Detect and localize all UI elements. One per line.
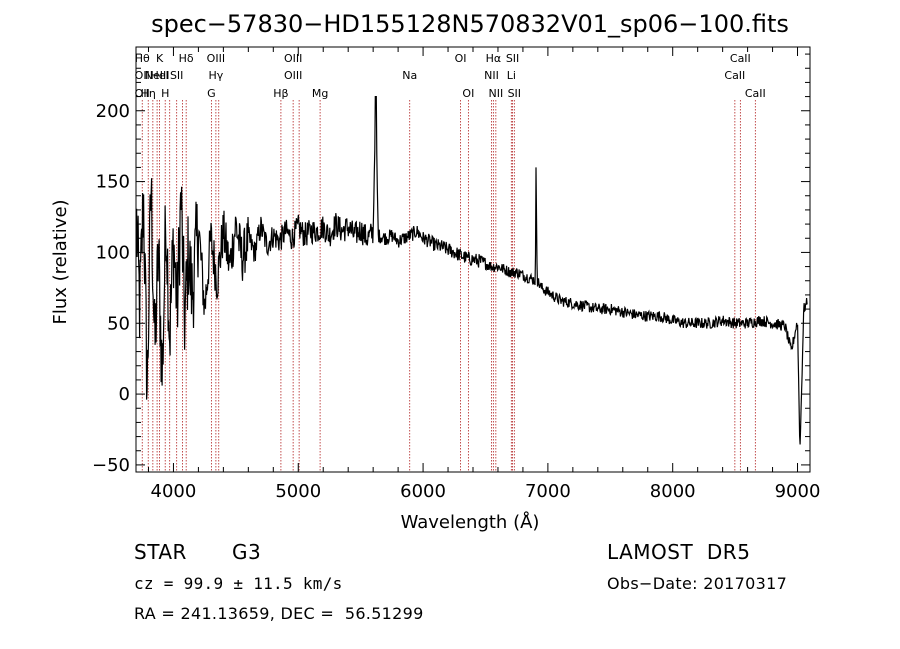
obs-date: Obs−Date: 20170317 bbox=[607, 574, 788, 593]
y-tick-label: 150 bbox=[96, 172, 130, 193]
line-marker-label: Na bbox=[402, 69, 417, 82]
x-tick-label: 6000 bbox=[400, 481, 446, 502]
redshift-text: cz = 99.9 ± 11.5 km/s bbox=[134, 574, 343, 593]
line-marker-label: K bbox=[156, 52, 164, 65]
line-marker-label: Hδ bbox=[179, 52, 194, 65]
axes: 4000 5000 6000 7000 8000 9000 −50 0 50 100 150 200 bbox=[92, 46, 821, 502]
x-tick-label: 4000 bbox=[151, 481, 197, 502]
line-marker-label: G bbox=[207, 87, 216, 100]
line-marker-label: HeI bbox=[150, 69, 168, 82]
line-marker-label: SII bbox=[508, 87, 521, 100]
line-marker-label: NII bbox=[484, 69, 499, 82]
line-marker-label: Hβ bbox=[273, 87, 288, 100]
line-marker-label: OIII bbox=[284, 69, 302, 82]
y-tick-label: 200 bbox=[96, 101, 130, 122]
x-tick-label: 9000 bbox=[775, 481, 821, 502]
line-marker-label: Mg bbox=[312, 87, 328, 100]
line-marker-label: OIII bbox=[284, 52, 302, 65]
x-tick-label: 7000 bbox=[525, 481, 571, 502]
line-marker-label: OIII bbox=[207, 52, 225, 65]
line-marker-label: OII bbox=[135, 69, 150, 82]
subclass: G3 bbox=[232, 540, 262, 564]
line-marker-label: Hη bbox=[141, 87, 156, 100]
line-marker-label: SII bbox=[170, 69, 183, 82]
y-axis-label: Flux (relative) bbox=[50, 199, 71, 324]
x-axis-label: Wavelength (Å) bbox=[401, 511, 540, 533]
line-marker-label: CaII bbox=[724, 69, 745, 82]
survey-label: LAMOST DR5 bbox=[607, 540, 751, 564]
line-marker-label: CaII bbox=[730, 52, 751, 65]
object-class: STAR bbox=[134, 540, 187, 564]
y-tick-label: 100 bbox=[96, 242, 130, 263]
line-marker-label: Hθ bbox=[135, 52, 150, 65]
line-marker-label: OI bbox=[462, 87, 474, 100]
line-marker-label: OI bbox=[455, 52, 467, 65]
y-tick-label: −50 bbox=[92, 455, 130, 476]
y-tick-label: 0 bbox=[119, 384, 130, 405]
x-tick-label: 8000 bbox=[650, 481, 696, 502]
line-marker-label: SII bbox=[506, 52, 519, 65]
line-marker-label: Hγ bbox=[208, 69, 223, 82]
coordinates: RA = 241.13659, DEC = 56.51299 bbox=[134, 604, 424, 623]
line-marker-label: Li bbox=[507, 69, 516, 82]
line-marker-label: NeIII bbox=[145, 69, 170, 82]
line-marker-label: Hα bbox=[486, 52, 502, 65]
chart-title: spec−57830−HD155128N570832V01_sp06−100.f… bbox=[151, 10, 789, 38]
x-tick-label: 5000 bbox=[275, 481, 321, 502]
line-marker-label: CaII bbox=[745, 87, 766, 100]
y-tick-label: 50 bbox=[107, 313, 130, 334]
line-marker-label: H bbox=[161, 87, 169, 100]
spectrum-line bbox=[136, 96, 808, 445]
line-marker-label: NII bbox=[488, 87, 503, 100]
